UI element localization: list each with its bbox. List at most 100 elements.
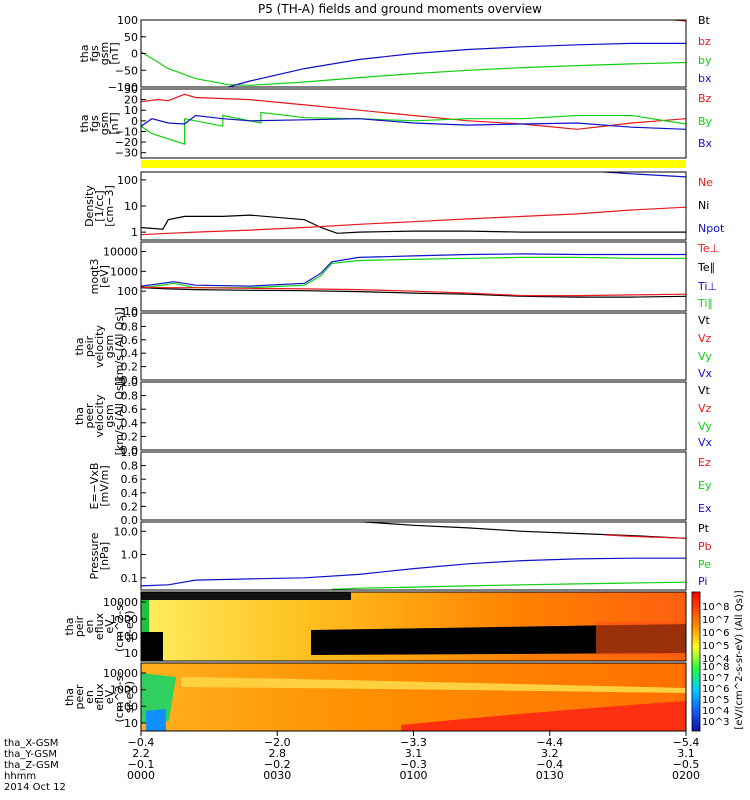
ytick-label: 0.0 [121,374,139,387]
ylabel-p2: gsm [98,112,111,135]
legend-p6-Vy: Vy [698,420,712,433]
legend-p1-Bt: Bt [698,14,711,27]
xaxis-row-label: tha_Z-GSM [4,760,59,771]
frame-p4 [140,241,687,312]
ytick-label: 0.6 [121,473,139,486]
ylabel-p5: tha [73,337,86,355]
ylabel-p2: [nT] [108,112,121,134]
ytick-label: 100 [117,174,138,187]
spectrogram-cold [141,673,176,723]
legend-p5-Vt: Vt [698,314,711,327]
ytick-label: 100 [117,14,138,27]
ytick-label: 10 [124,647,138,660]
xtick-label: −0.4 [128,736,155,749]
series-p3-Npot [604,171,687,178]
ytick-label: 0.8 [121,320,139,333]
figure-title: P5 (TH-A) fields and ground moments over… [258,2,542,16]
ylabel-p7: [mV/m] [98,465,111,506]
legend-p2-By: By [698,115,713,128]
xtick-label: 3.1 [677,747,695,760]
legend-p1-by: by [698,54,712,67]
colorbar-tick: 10^4 [702,654,729,665]
legend-p8-Pb: Pb [698,540,712,553]
frame-p7 [140,451,687,521]
ylabel-s1: sr-eV) [123,610,136,642]
ytick-label: 0.6 [121,403,139,416]
ylabel-s2: eflux [93,683,106,711]
ytick-label: 10000 [103,596,138,609]
xtick-label: −4.4 [536,736,563,749]
ylabel-s2: tha [63,688,76,706]
colorbar-gradient [691,591,701,732]
ylabel-p1: gsm [98,42,111,65]
panel-p8: 10.0 1.0 0.1 Pressure[nPa] Pt Pb Pe Pi [88,521,712,591]
xtick-label: 0000 [127,769,155,782]
series-p2-Bz [140,93,687,130]
legend-p4-Ti∥: Ti∥ [697,297,713,310]
ylabel-p3: Density [83,185,96,227]
legend-p8-Pt: Pt [698,522,710,535]
ytick-label: 1.0 [121,549,139,562]
legend-p1-bx: bx [698,72,712,85]
spectrogram-tail [596,622,686,655]
ylabel-p1: [nT] [108,42,121,64]
legend-p5-Vy: Vy [698,350,712,363]
legend-p3-Ni: Ni [698,199,709,212]
spectrogram-top-noise [141,592,351,600]
series-p4-Te∥ [140,287,687,298]
ylabel-s2: sr-eV) [123,681,136,713]
legend-p3-Npot: Npot [698,222,725,235]
ylabel-s2: en [83,690,96,704]
legend-p6-Vz: Vz [698,402,712,415]
panel-s1: 10000 1000 100 10 thapeirenefluxeV(cm^2-s-sr… [63,591,687,662]
ylabel-s1: en [83,620,96,634]
colorbar-tick: 10^3 [702,717,729,728]
spectrogram-edge-dark [141,632,163,661]
ylabel-p5: velocity [93,325,106,368]
xtick-label: 2.8 [269,747,287,760]
xaxis-row-label: hhmm [4,771,36,782]
series-p1-bx [228,42,686,88]
ytick-label: 1000 [110,684,138,697]
ytick-label: 0 [131,48,138,61]
legend-p8-Pe: Pe [698,558,711,571]
xtick-label: −0.3 [400,758,427,771]
spectrogram-void [311,624,686,655]
ytick-label: 0.0 [121,514,139,527]
xtick-label: 0100 [400,769,428,782]
xtick-label: 0130 [536,769,564,782]
frame-s1 [140,591,687,662]
ytick-label: 0.4 [121,347,139,360]
ytick-label: 30 [124,83,138,96]
xtick-label: 0200 [672,769,700,782]
series-p4-Te⊥ [140,286,687,297]
spectrogram-cold-core [146,709,166,731]
ylabel-p5: peir [83,335,96,357]
series-p1-by [140,51,687,86]
legend-p7-Ez: Ez [698,456,711,469]
ylabel-p4: [eV] [98,265,111,288]
legend-p5-Vz: Vz [698,332,712,345]
ytick-label: 0.1 [121,572,139,585]
ytick-label: −100 [108,81,138,94]
ytick-label: 1000 [110,265,138,278]
series-p8-Pb [604,534,687,539]
legend-p8-Pi: Pi [698,575,707,588]
panel-p6: 1.00.80.60.40.20.0thapeervelocitygsm[km/… [73,376,713,457]
ytick-label: 0.4 [121,487,139,500]
colorbar-tick: 10^6 [702,628,729,639]
series-p4-Ti⊥ [140,253,686,287]
ytick-label: −30 [115,147,138,160]
legend-p4-Te⊥: Te⊥ [697,242,719,255]
xtick-label: 3.1 [405,747,423,760]
legend-p4-Te∥: Te∥ [697,261,715,274]
panel-p3: 100 10 1 Density[1/cc][cm−3] Ne Ni Npot [83,171,725,241]
frame-p6 [140,381,687,451]
colorbar: 10^810^710^610^510^410^810^710^610^510^4… [691,590,745,732]
legend-p7-Ey: Ey [698,479,712,492]
ytick-label: 0.4 [121,417,139,430]
